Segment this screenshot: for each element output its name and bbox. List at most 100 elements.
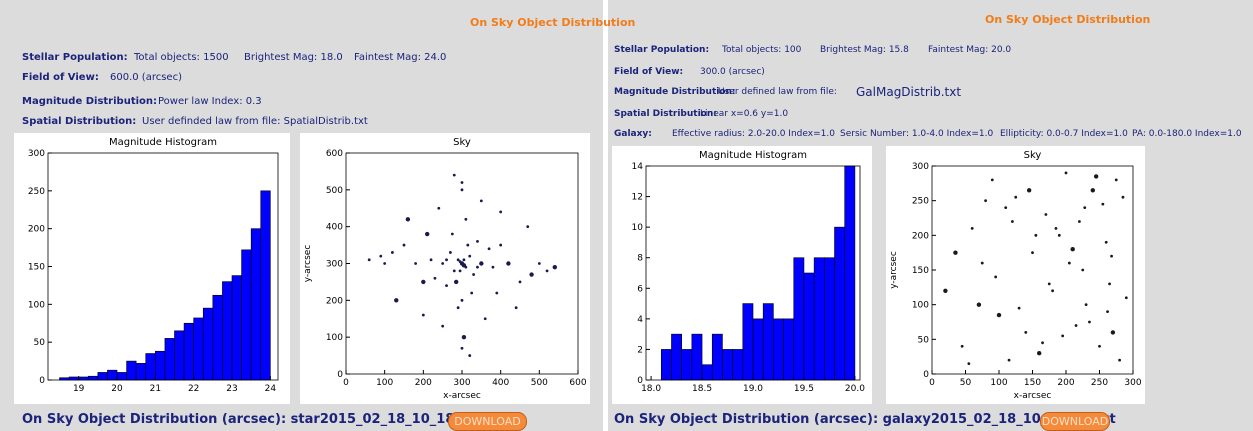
x-tick-label: 50 bbox=[960, 378, 972, 388]
x-tick-label: 400 bbox=[492, 378, 509, 388]
bar bbox=[691, 333, 703, 381]
bar bbox=[145, 353, 156, 381]
point bbox=[1078, 220, 1081, 223]
y-tick-label: 6 bbox=[637, 284, 643, 294]
download-button[interactable]: DOWNLOAD bbox=[448, 412, 527, 431]
point bbox=[454, 279, 459, 285]
info-value: Linear x=0.6 y=1.0 bbox=[700, 109, 789, 119]
point bbox=[460, 298, 464, 302]
point bbox=[495, 291, 499, 295]
point bbox=[1011, 220, 1014, 223]
point bbox=[552, 264, 557, 270]
y-tick-label: 50 bbox=[918, 335, 930, 345]
bar bbox=[212, 294, 223, 381]
bar bbox=[762, 303, 774, 381]
histogram-chart: Magnitude Histogram 19 20 21 22 23 24 0 50 100 150… bbox=[14, 133, 290, 404]
point bbox=[1034, 233, 1038, 237]
point bbox=[529, 272, 534, 277]
sky-chart: Sky x-arcsec y-arcsec 0 100 200 300 400 500 600 0 1… bbox=[300, 133, 590, 404]
info-value: Sersic Number: 1.0-4.0 Index=1.0 bbox=[840, 129, 994, 139]
bar bbox=[107, 369, 118, 381]
bar bbox=[824, 257, 835, 381]
point bbox=[367, 258, 371, 262]
point bbox=[960, 344, 964, 348]
bar bbox=[164, 338, 175, 381]
point bbox=[433, 276, 437, 280]
footer-text: On Sky Object Distribution (arcsec): gal… bbox=[614, 412, 1116, 427]
point bbox=[1061, 334, 1065, 338]
info-value: Power law Index: 0.3 bbox=[158, 96, 262, 107]
bar bbox=[793, 257, 805, 381]
y-tick-label: 600 bbox=[326, 149, 343, 159]
y-tick-label: 150 bbox=[912, 266, 929, 276]
info-value: PA: 0.0-180.0 Index=1.0 bbox=[1132, 129, 1242, 139]
point bbox=[405, 217, 411, 222]
info-label: Stellar Population: bbox=[614, 45, 710, 55]
info-label: Spatial Distribution: bbox=[614, 109, 717, 119]
point bbox=[499, 243, 503, 247]
point bbox=[437, 206, 441, 210]
point bbox=[425, 231, 430, 237]
info-label: Magnitude Distribution: bbox=[22, 96, 158, 107]
y-tick-label: 2 bbox=[637, 345, 643, 355]
point bbox=[1084, 303, 1088, 307]
x-tick-label: 19.5 bbox=[794, 384, 814, 394]
point bbox=[967, 362, 971, 365]
info-value: Brightest Mag: 15.8 bbox=[820, 45, 909, 55]
bar bbox=[813, 257, 825, 381]
y-tick-label: 0 bbox=[923, 370, 929, 380]
bar bbox=[97, 372, 108, 381]
point bbox=[383, 262, 387, 265]
point bbox=[976, 302, 982, 307]
point bbox=[1074, 324, 1078, 327]
point bbox=[445, 258, 448, 262]
point bbox=[394, 298, 399, 303]
y-tick-label: 0 bbox=[637, 376, 643, 386]
point bbox=[1064, 171, 1068, 175]
point bbox=[1047, 282, 1051, 286]
panel-title: On Sky Object Distribution bbox=[985, 13, 1151, 26]
bar bbox=[126, 360, 137, 381]
point bbox=[458, 269, 462, 273]
y-axis-label: y-arcsec bbox=[889, 251, 899, 289]
info-label: Spatial Distribution: bbox=[22, 116, 137, 127]
point bbox=[468, 254, 472, 258]
point bbox=[458, 260, 462, 264]
info-label: Field of View: bbox=[614, 67, 684, 77]
point bbox=[421, 279, 426, 285]
info-label: Galaxy: bbox=[614, 129, 652, 139]
point bbox=[980, 261, 984, 265]
point bbox=[479, 261, 484, 266]
point bbox=[1051, 289, 1054, 293]
point bbox=[1017, 306, 1021, 310]
info-value: Effective radius: 2.0-20.0 Index=1.0 bbox=[672, 129, 835, 139]
y-tick-label: 50 bbox=[34, 338, 46, 348]
bar bbox=[68, 376, 79, 381]
y-tick-label: 150 bbox=[28, 263, 45, 273]
point bbox=[464, 217, 468, 221]
bar bbox=[155, 350, 166, 381]
point bbox=[1088, 320, 1091, 324]
bar bbox=[241, 249, 252, 381]
x-tick-label: 22 bbox=[188, 384, 199, 394]
point bbox=[506, 261, 511, 266]
point bbox=[1007, 358, 1011, 362]
y-tick-label: 200 bbox=[912, 231, 929, 241]
point bbox=[526, 225, 530, 229]
point bbox=[1121, 195, 1125, 199]
x-tick-label: 19.0 bbox=[743, 384, 763, 394]
x-tick-label: 20 bbox=[111, 384, 123, 394]
point bbox=[1081, 268, 1085, 272]
chart-title: Sky bbox=[453, 137, 471, 148]
point bbox=[452, 173, 456, 177]
info-value: GalMagDistrib.txt bbox=[856, 85, 962, 99]
download-button[interactable]: DOWNLOAD bbox=[1040, 412, 1110, 431]
point bbox=[468, 354, 472, 357]
point bbox=[1004, 206, 1008, 209]
sky-chart: Sky x-arcsec y-arcsec 0 50 100 150 200 250 300 0 50… bbox=[886, 146, 1145, 404]
point bbox=[953, 250, 958, 255]
bar bbox=[222, 281, 233, 381]
x-tick-label: 24 bbox=[265, 384, 277, 394]
point bbox=[984, 199, 987, 203]
x-tick-label: 100 bbox=[376, 378, 393, 388]
